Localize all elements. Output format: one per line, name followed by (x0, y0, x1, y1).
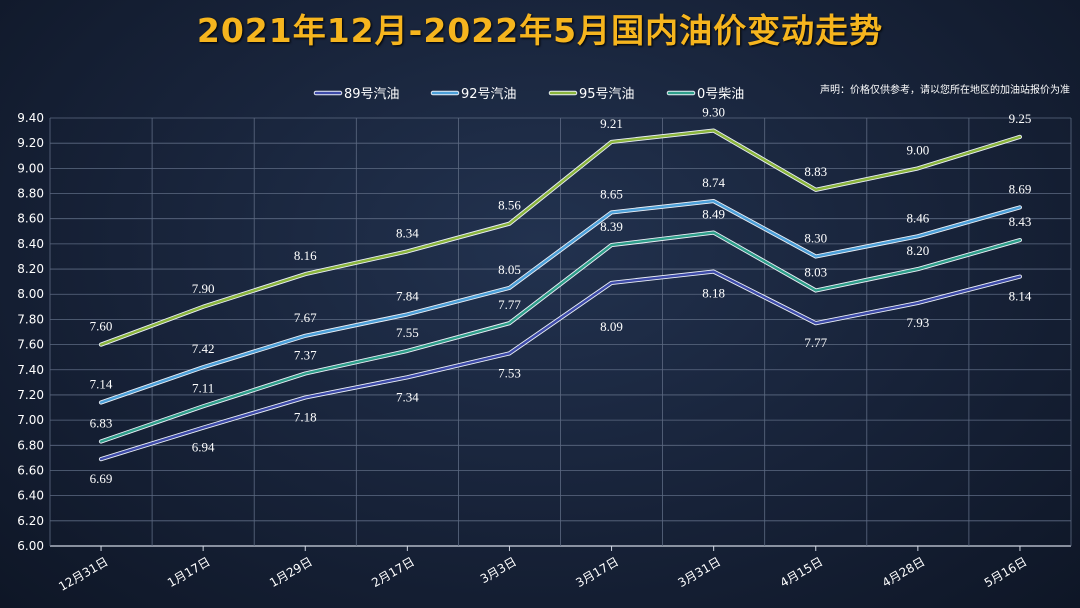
data-label: 9.21 (600, 116, 623, 131)
data-label: 7.34 (396, 389, 419, 404)
y-tick-label: 6.00 (17, 539, 44, 553)
data-label: 7.18 (294, 409, 317, 424)
y-tick-label: 6.60 (17, 463, 44, 477)
data-label: 8.20 (906, 243, 929, 258)
series-line (99, 270, 1022, 461)
data-label: 7.67 (294, 310, 317, 325)
data-label: 8.09 (600, 319, 623, 334)
y-tick-label: 6.40 (17, 489, 44, 503)
data-label: 8.05 (498, 262, 521, 277)
data-label: 8.18 (702, 286, 725, 301)
data-label: 8.74 (702, 175, 725, 190)
data-label: 8.69 (1009, 181, 1032, 196)
legend-label: 0号柴油 (697, 87, 744, 102)
y-tick-label: 8.20 (17, 262, 44, 276)
data-label: 7.77 (804, 335, 827, 350)
y-tick-label: 6.80 (17, 438, 44, 452)
y-tick-label: 8.40 (17, 237, 44, 251)
data-label: 7.42 (192, 341, 215, 356)
legend-label: 92号汽油 (461, 87, 517, 102)
series-lines (98, 128, 1023, 462)
data-label: 8.30 (804, 230, 827, 245)
data-label: 8.16 (294, 248, 317, 263)
x-tick-label: 12月31日 (56, 554, 110, 593)
y-tick-label: 6.20 (17, 514, 44, 528)
data-label: 8.14 (1009, 289, 1032, 304)
x-tick-label: 5月16日 (982, 554, 1030, 590)
x-axis: 12月31日 1月17日 1月29日 2月17日 3月3日 3月17日 3月31日 4月15日… (56, 546, 1029, 594)
legend-label: 95号汽油 (579, 87, 635, 102)
y-axis: 6.00 6.20 6.40 6.60 6.80 7.00 7.20 7.40 7.60 7.80… (17, 111, 44, 553)
x-tick-label: 3月3日 (478, 554, 519, 586)
chart-title: 2021年12月-2022年5月国内油价变动走势 (196, 11, 884, 50)
x-tick-label: 1月29日 (267, 554, 315, 590)
data-label: 7.53 (498, 365, 521, 380)
series-line (99, 129, 1022, 346)
y-tick-label: 7.60 (17, 338, 44, 352)
data-label: 8.56 (498, 198, 521, 213)
data-label: 8.43 (1009, 214, 1032, 229)
y-tick-label: 9.20 (17, 136, 44, 150)
disclaimer-note: 声明：价格仅供参考，请以您所在地区的加油站报价为准 (820, 83, 1070, 96)
y-tick-label: 8.80 (17, 187, 44, 201)
data-label: 7.93 (906, 315, 929, 330)
data-label: 7.60 (90, 319, 113, 334)
data-label: 7.14 (90, 376, 113, 391)
series-line (99, 199, 1022, 404)
y-tick-label: 8.60 (17, 212, 44, 226)
x-tick-label: 4月28日 (880, 554, 928, 590)
data-label: 7.37 (294, 348, 317, 363)
data-label: 8.03 (804, 264, 827, 279)
data-labels: 6.69 6.94 7.18 7.34 7.53 8.09 8.18 7.77 7.93 8.14… (90, 105, 1032, 487)
data-label: 9.25 (1009, 111, 1032, 126)
y-tick-label: 9.00 (17, 161, 44, 175)
data-label: 8.34 (396, 225, 419, 240)
data-label: 7.11 (192, 380, 214, 395)
x-tick-label: 4月15日 (778, 554, 826, 590)
data-label: 8.46 (906, 210, 929, 225)
y-tick-label: 7.80 (17, 312, 44, 326)
y-tick-label: 7.40 (17, 363, 44, 377)
data-label: 6.94 (192, 440, 215, 455)
data-label: 8.83 (804, 164, 827, 179)
x-tick-label: 2月17日 (369, 554, 417, 590)
data-label: 7.84 (396, 288, 419, 303)
data-label: 9.00 (906, 142, 929, 157)
data-label: 7.90 (192, 281, 215, 296)
data-label: 7.55 (396, 325, 419, 340)
data-label: 8.39 (600, 219, 623, 234)
legend-label: 89号汽油 (344, 87, 400, 102)
x-tick-label: 3月31日 (676, 554, 724, 590)
x-tick-label: 1月17日 (165, 554, 213, 590)
x-tick-label: 3月17日 (573, 554, 621, 590)
series-line (99, 231, 1022, 443)
y-tick-label: 8.00 (17, 287, 44, 301)
data-label: 8.65 (600, 186, 623, 201)
data-label: 8.49 (702, 207, 725, 222)
legend: 89号汽油 92号汽油 95号汽油 0号柴油 (313, 87, 744, 102)
data-label: 7.77 (498, 297, 521, 312)
y-tick-label: 7.00 (17, 413, 44, 427)
data-label: 6.83 (90, 416, 113, 431)
data-label: 6.69 (90, 471, 113, 486)
y-tick-label: 7.20 (17, 388, 44, 402)
data-label: 9.30 (702, 105, 725, 120)
y-tick-label: 9.40 (17, 111, 44, 125)
